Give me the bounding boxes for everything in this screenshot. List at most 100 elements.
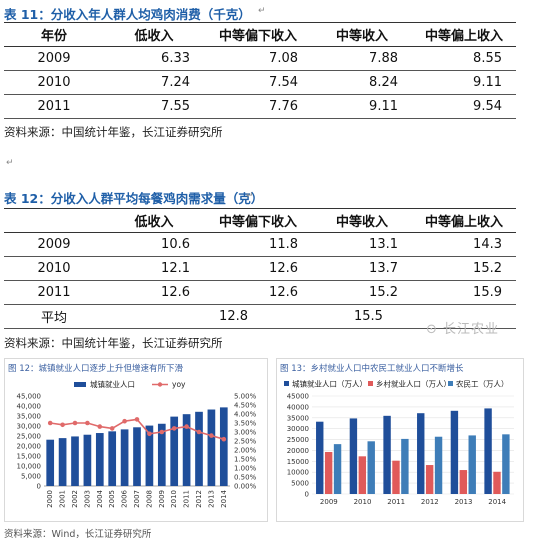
y2-tick-label: 2.00%: [234, 447, 257, 455]
y-tick-label: 5,000: [21, 473, 41, 481]
table-row: 2011 7.55 7.76 9.11 9.54: [4, 94, 516, 119]
table-row: 2011 12.6 12.6 15.2 15.9: [4, 280, 516, 305]
table-cell: 2011: [4, 94, 104, 119]
watermark: ⊙ 长江农业: [426, 318, 499, 337]
bar: [46, 439, 55, 486]
table-row: 2010 12.1 12.6 13.7 15.2: [4, 256, 516, 281]
table12-source: 资料来源：中国统计年鉴，长江证券研究所: [4, 336, 223, 350]
table11-header-low: 低收入: [104, 22, 204, 47]
y2-tick-label: 5.00%: [234, 393, 257, 401]
table12-header-row: 低收入 中等偏下收入 中等收入 中等偏上收入: [4, 208, 516, 233]
bar: [450, 410, 459, 494]
legend-label: 乡村就业人口（万人）: [376, 379, 451, 389]
y-tick-label: 0: [305, 491, 309, 499]
table-cell: 12.6: [204, 280, 312, 305]
table-cell: 8.55: [412, 46, 516, 71]
bar: [108, 431, 117, 486]
x-tick-label: 2002: [71, 490, 79, 508]
legend-label: yoy: [172, 380, 186, 389]
y2-tick-label: 4.50%: [234, 402, 257, 410]
y2-tick-label: 3.00%: [234, 429, 257, 437]
yoy-point: [147, 431, 152, 437]
table12-title: 表 12：分收入人群平均每餐鸡肉需求量（克）: [4, 191, 264, 206]
bar: [71, 436, 79, 486]
yoy-point: [60, 422, 65, 428]
table12-header-mid: 中等收入: [312, 208, 412, 233]
table12-header-low: 低收入: [104, 208, 204, 233]
x-tick-label: 2000: [46, 490, 54, 508]
yoy-point: [97, 424, 103, 429]
bar: [324, 451, 333, 494]
y2-tick-label: 0.50%: [234, 474, 257, 482]
chart12-panel: [4, 358, 268, 522]
bar: [484, 408, 492, 494]
chart12-svg: 城镇就业人口 yoy 0 5,000 10,000 15,000 20,000 25,000 3…: [17, 379, 257, 508]
table12-header-lowmid: 中等偏下收入: [204, 208, 312, 233]
y-tick-label: 30,000: [17, 423, 42, 431]
yoy-point: [134, 417, 140, 422]
y-tick-label: 10000: [287, 469, 309, 477]
table-cell: 12.6: [104, 280, 204, 305]
bar: [502, 434, 510, 494]
y2-tick-label: 1.50%: [234, 456, 257, 464]
table12-average-low: 12.8: [104, 304, 312, 329]
table11-header-mid: 中等收入: [312, 22, 412, 47]
table-cell: 7.24: [104, 70, 204, 95]
yoy-point: [72, 420, 78, 426]
chart12-title: 图 12：城镇就业人口逐步上升但增速有所下滑: [8, 364, 184, 374]
yoy-point: [47, 420, 53, 426]
y-tick-label: 10,000: [17, 463, 42, 471]
bar: [434, 436, 443, 494]
bar: [349, 418, 358, 494]
x-tick-label: 2012: [195, 490, 203, 508]
yoy-point: [109, 426, 115, 431]
table-cell: 15.2: [412, 256, 516, 281]
return-mark: ↵: [6, 158, 14, 168]
table-cell: 2010: [4, 256, 104, 281]
table11-title: 表 11：分收入年人群人均鸡肉消费（千克）: [4, 7, 251, 22]
yoy-point: [196, 429, 202, 435]
bar: [392, 460, 400, 494]
x-tick-label: 2013: [207, 490, 215, 508]
table-cell: 7.08: [204, 46, 312, 71]
watermark-icon: ⊙: [426, 322, 438, 337]
watermark-text: 长江农业: [443, 322, 500, 337]
yoy-point: [159, 429, 165, 435]
table-cell: 10.6: [104, 232, 204, 257]
table-cell: 13.7: [312, 256, 412, 281]
y-tick-label: 20,000: [17, 443, 42, 451]
yoy-point: [221, 436, 227, 442]
table12-average-row: 平均 12.8 15.5: [4, 304, 516, 329]
table-cell: 2009: [4, 46, 104, 71]
bar: [170, 416, 179, 486]
table11-header-lowmid: 中等偏下收入: [204, 22, 312, 47]
x-tick-label: 2011: [183, 490, 191, 508]
table-cell: 6.33: [104, 46, 204, 71]
x-tick-label: 2008: [145, 490, 153, 508]
legend-swatch: [448, 381, 453, 386]
table-cell: 12.6: [204, 256, 312, 281]
bar: [145, 425, 154, 486]
bar: [157, 423, 166, 486]
x-tick-label: 2007: [133, 490, 141, 508]
table-cell: 7.55: [104, 94, 204, 119]
table-row: 2009 6.33 7.08 7.88 8.55: [4, 46, 516, 71]
table-cell: 15.2: [312, 280, 412, 305]
y-tick-label: 25000: [287, 436, 309, 444]
y-tick-label: 45000: [287, 393, 309, 401]
table-cell: 9.11: [412, 70, 516, 95]
yoy-point: [184, 424, 189, 429]
table11-header-year: 年份: [4, 22, 104, 47]
x-tick-label: 2010: [354, 498, 372, 506]
bar: [333, 444, 342, 494]
y-tick-label: 15000: [287, 458, 309, 466]
bar: [367, 441, 375, 494]
x-tick-label: 2006: [121, 489, 129, 507]
yoy-point: [171, 426, 177, 431]
x-tick-label: 2014: [488, 498, 506, 506]
table-row: 2009 10.6 11.8 13.1 14.3: [4, 232, 516, 257]
y-tick-label: 20000: [287, 447, 309, 455]
table-cell: 11.8: [204, 232, 312, 257]
table11-source: 资料来源：中国统计年鉴，长江证券研究所: [4, 125, 223, 139]
bar: [219, 407, 228, 486]
